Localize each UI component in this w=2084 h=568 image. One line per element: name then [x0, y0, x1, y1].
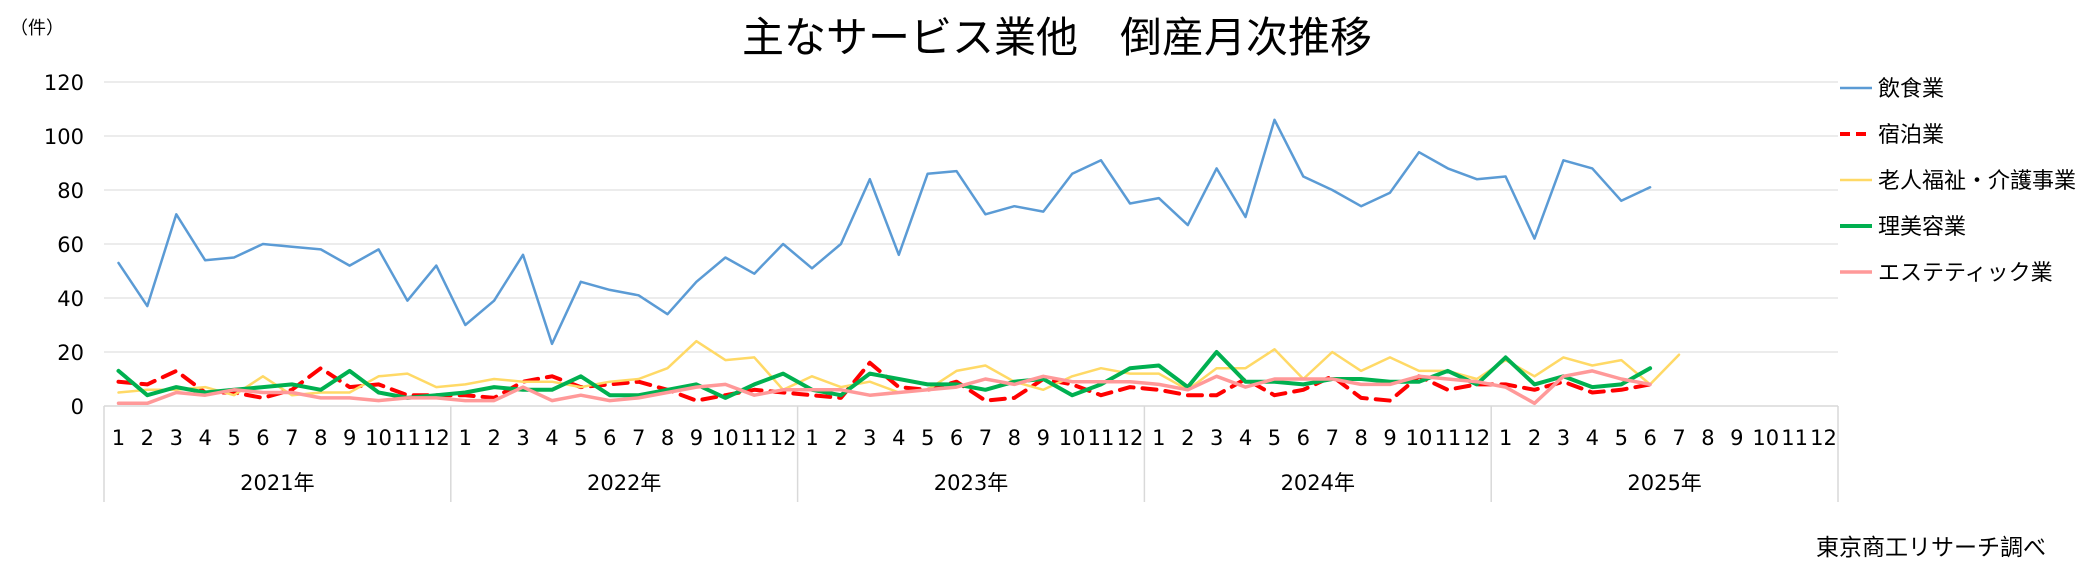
x-tick-label: 8 [314, 426, 327, 450]
x-tick-label: 8 [1354, 426, 1367, 450]
gridlines [104, 81, 1838, 407]
x-tick-label: 9 [690, 426, 703, 450]
x-tick-label: 11 [1088, 426, 1115, 450]
x-tick-label: 6 [950, 426, 963, 450]
x-tick-label: 1 [1152, 426, 1165, 450]
y-tick-label: 20 [57, 341, 84, 365]
x-tick-label: 4 [198, 426, 211, 450]
series-line-2 [116, 360, 1653, 403]
x-tick-label: 8 [1701, 426, 1714, 450]
legend-label: 飲食業 [1878, 77, 1944, 102]
y-axis-ticks: 0 20 40 60 80 100 120 [44, 71, 84, 419]
year-label: 2021年 [240, 471, 314, 495]
y-tick-label: 0 [71, 395, 84, 419]
x-tick-label: 6 [1297, 426, 1310, 450]
x-tick-label: 10 [1059, 426, 1086, 450]
x-tick-label: 6 [256, 426, 269, 450]
legend-label: 老人福祉・介護事業 [1878, 169, 2076, 194]
x-tick-label: 12 [770, 426, 797, 450]
x-tick-label: 2 [141, 426, 154, 450]
x-tick-label: 7 [285, 426, 298, 450]
x-tick-label: 9 [1730, 426, 1743, 450]
x-tick-label: 7 [1672, 426, 1685, 450]
legend-label: 理美容業 [1878, 215, 1966, 240]
year-label: 2023年 [934, 471, 1008, 495]
x-tick-label: 2 [1528, 426, 1541, 450]
x-tick-label: 8 [661, 426, 674, 450]
series-lines [116, 118, 1681, 406]
x-tick-label: 5 [1615, 426, 1628, 450]
x-tick-label: 11 [394, 426, 421, 450]
x-tick-label: 5 [921, 426, 934, 450]
chart-title: 主なサービス業他 倒産月次推移 [742, 13, 1372, 62]
x-tick-label: 12 [1463, 426, 1490, 450]
x-tick-label: 8 [1008, 426, 1021, 450]
x-tick-label: 10 [1406, 426, 1433, 450]
year-label: 2025年 [1627, 471, 1701, 495]
x-tick-label: 10 [365, 426, 392, 450]
y-tick-label: 80 [57, 179, 84, 203]
x-tick-label: 4 [545, 426, 558, 450]
x-tick-label: 9 [1383, 426, 1396, 450]
x-tick-label: 12 [423, 426, 450, 450]
x-tick-label: 3 [170, 426, 183, 450]
x-tick-label: 5 [227, 426, 240, 450]
x-tick-label: 7 [632, 426, 645, 450]
x-tick-label: 6 [1643, 426, 1656, 450]
y-tick-label: 60 [57, 233, 84, 257]
y-tick-label: 40 [57, 287, 84, 311]
x-tick-label: 5 [1268, 426, 1281, 450]
legend-label: エステティック業 [1878, 261, 2053, 286]
x-tick-label: 2 [1181, 426, 1194, 450]
x-tick-label: 5 [574, 426, 587, 450]
x-tick-label: 4 [892, 426, 905, 450]
series-line-5 [116, 369, 1652, 406]
x-tick-label: 4 [1586, 426, 1599, 450]
x-tick-label: 6 [603, 426, 616, 450]
x-tick-label: 12 [1117, 426, 1144, 450]
x-tick-label: 4 [1239, 426, 1252, 450]
x-tick-label: 1 [459, 426, 472, 450]
x-tick-label: 10 [1752, 426, 1779, 450]
x-tick-label: 10 [712, 426, 739, 450]
x-tick-label: 1 [805, 426, 818, 450]
y-tick-label: 120 [44, 71, 84, 95]
y-tick-label: 100 [44, 125, 84, 149]
x-tick-label: 3 [1557, 426, 1570, 450]
x-tick-label: 9 [343, 426, 356, 450]
x-tick-label: 1 [1499, 426, 1512, 450]
x-tick-label: 1 [112, 426, 125, 450]
source-note: 東京商工リサーチ調べ [1816, 535, 2046, 561]
y-axis-unit-label: （件） [10, 18, 64, 39]
series-line-1 [117, 118, 1652, 346]
x-tick-label: 11 [1781, 426, 1808, 450]
x-tick-label: 2 [487, 426, 500, 450]
x-tick-label: 2 [834, 426, 847, 450]
x-tick-label: 11 [741, 426, 768, 450]
x-tick-label: 9 [1037, 426, 1050, 450]
x-tick-label: 3 [1210, 426, 1223, 450]
x-tick-label: 3 [863, 426, 876, 450]
year-label: 2024年 [1281, 471, 1355, 495]
x-tick-label: 7 [979, 426, 992, 450]
x-tick-label: 12 [1810, 426, 1837, 450]
x-tick-label: 3 [516, 426, 529, 450]
year-label: 2022年 [587, 471, 661, 495]
x-tick-label: 11 [1434, 426, 1461, 450]
legend-label: 宿泊業 [1878, 123, 1944, 148]
x-tick-label: 7 [1326, 426, 1339, 450]
